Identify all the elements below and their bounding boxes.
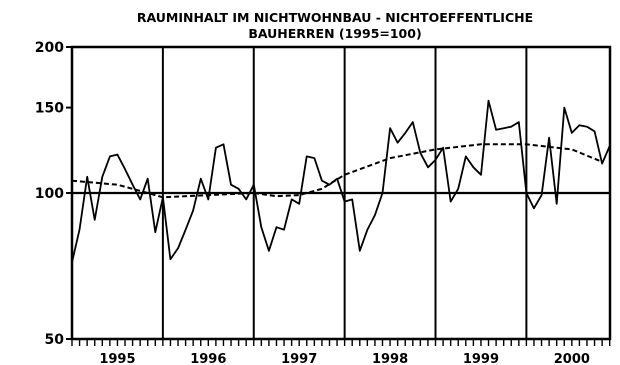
grid-layer: [70, 45, 612, 341]
y-axis: 50 100 150 200: [35, 40, 72, 348]
chart-title-line-2: BAUHERREN (1995=100): [248, 26, 421, 41]
x-tick-label: 1995: [99, 352, 135, 365]
y-tick-label: 200: [35, 40, 64, 56]
x-tick-label: 1996: [190, 352, 226, 365]
x-tick-label: 2000: [554, 352, 590, 365]
x-axis: 1995 1996 1997 1998 1999 2000: [71, 339, 611, 365]
series-layer: [71, 99, 611, 263]
y-tick-label: 150: [35, 101, 64, 117]
x-tick-label: 1998: [372, 352, 408, 365]
y-tick-label: 50: [45, 332, 65, 348]
chart-title: RAUMINHALT IM NICHTWOHNBAU - NICHTOEFFEN…: [137, 10, 533, 41]
y-tick-label: 100: [35, 186, 64, 202]
x-tick-label: 1997: [281, 352, 317, 365]
x-tick-label: 1999: [463, 352, 499, 365]
data-line: [71, 99, 611, 263]
trend-line: [71, 143, 603, 199]
chart-title-line-1: RAUMINHALT IM NICHTWOHNBAU - NICHTOEFFEN…: [137, 10, 533, 25]
